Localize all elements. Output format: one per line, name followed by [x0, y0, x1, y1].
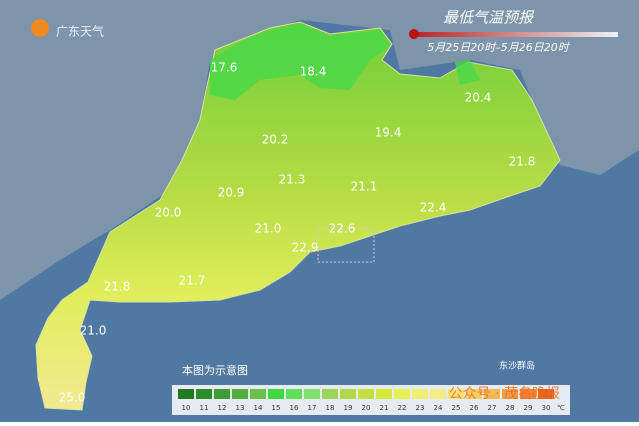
legend-swatch	[412, 389, 428, 399]
temp-label: 21.3	[279, 173, 306, 187]
legend-swatch	[394, 389, 410, 399]
legend-label: 16	[290, 404, 299, 412]
island-label: 东沙群岛	[499, 360, 535, 372]
legend-swatch	[304, 389, 320, 399]
temp-label: 20.9	[218, 186, 245, 200]
legend-label: 25	[452, 404, 461, 412]
legend-label: 11	[200, 404, 209, 412]
temp-label: 20.2	[262, 133, 289, 147]
legend-swatch	[520, 389, 536, 399]
legend-swatch	[340, 389, 356, 399]
legend-label: 17	[308, 404, 317, 412]
temp-label: 20.0	[155, 206, 182, 220]
legend: 10 11 12 13 14 15 16 17 18 19 20 21 22 23 24 25 26 27 28 29…	[178, 389, 565, 412]
temp-label: 22.9	[292, 241, 319, 255]
legend-swatch	[448, 389, 464, 399]
temp-label: 18.4	[300, 65, 327, 79]
temp-label: 22.4	[420, 201, 447, 215]
legend-swatch	[250, 389, 266, 399]
legend-swatch	[232, 389, 248, 399]
legend-swatch	[286, 389, 302, 399]
legend-label: 24	[434, 404, 443, 412]
temp-label: 21.7	[179, 274, 206, 288]
legend-label: 23	[416, 404, 425, 412]
temp-label: 22.6	[329, 222, 356, 236]
legend-swatch	[484, 389, 500, 399]
title-dot	[409, 29, 419, 39]
legend-swatch	[502, 389, 518, 399]
title: 最低气温预报	[443, 9, 535, 27]
legend-swatch	[376, 389, 392, 399]
note: 本图为示意图	[182, 363, 248, 377]
period: 5月25日20时–5月26日20时	[427, 41, 570, 54]
legend-swatch	[430, 389, 446, 399]
legend-label: 15	[272, 404, 281, 412]
legend-label: 28	[506, 404, 515, 412]
legend-swatch	[268, 389, 284, 399]
legend-label: 18	[326, 404, 335, 412]
legend-swatch	[214, 389, 230, 399]
temp-label: 25.0	[59, 391, 86, 405]
labels: 17.6 18.4 20.4 20.2 19.4 21.8 20.9 21.3 …	[59, 61, 536, 405]
legend-label: 20	[362, 404, 371, 412]
legend-label: 21	[380, 404, 389, 412]
legend-swatch	[322, 389, 338, 399]
legend-swatch	[538, 389, 554, 399]
land-outside	[0, 0, 639, 300]
guangdong	[35, 21, 561, 411]
logo-text: 广东天气	[56, 24, 104, 39]
legend-unit: ℃	[557, 404, 565, 412]
legend-label: 12	[218, 404, 227, 412]
temp-label: 21.8	[509, 155, 536, 169]
legend-label: 14	[254, 404, 263, 412]
title-bar	[412, 32, 618, 37]
temp-label: 21.8	[104, 280, 131, 294]
temp-label: 20.4	[465, 91, 492, 105]
temp-label: 21.1	[351, 180, 378, 194]
cold-region	[455, 60, 480, 85]
watermark: 公众号 · 茂名晚报	[449, 385, 560, 402]
legend-label: 30	[542, 404, 551, 412]
legend-label: 10	[182, 404, 191, 412]
legend-label: 13	[236, 404, 245, 412]
inset-box	[317, 227, 375, 263]
temp-label: 19.4	[375, 126, 402, 140]
temp-label: 17.6	[211, 61, 238, 75]
cold-region	[210, 24, 390, 100]
legend-label: 26	[470, 404, 479, 412]
legend-swatch	[466, 389, 482, 399]
temp-label: 21.0	[255, 222, 282, 236]
legend-label: 29	[524, 404, 533, 412]
legend-label: 27	[488, 404, 497, 412]
temp-label: 21.0	[80, 324, 107, 338]
legend-label: 22	[398, 404, 407, 412]
logo-icon	[31, 19, 49, 37]
legend-swatch	[358, 389, 374, 399]
legend-swatch	[178, 389, 194, 399]
legend-label: 19	[344, 404, 353, 412]
legend-swatch	[196, 389, 212, 399]
